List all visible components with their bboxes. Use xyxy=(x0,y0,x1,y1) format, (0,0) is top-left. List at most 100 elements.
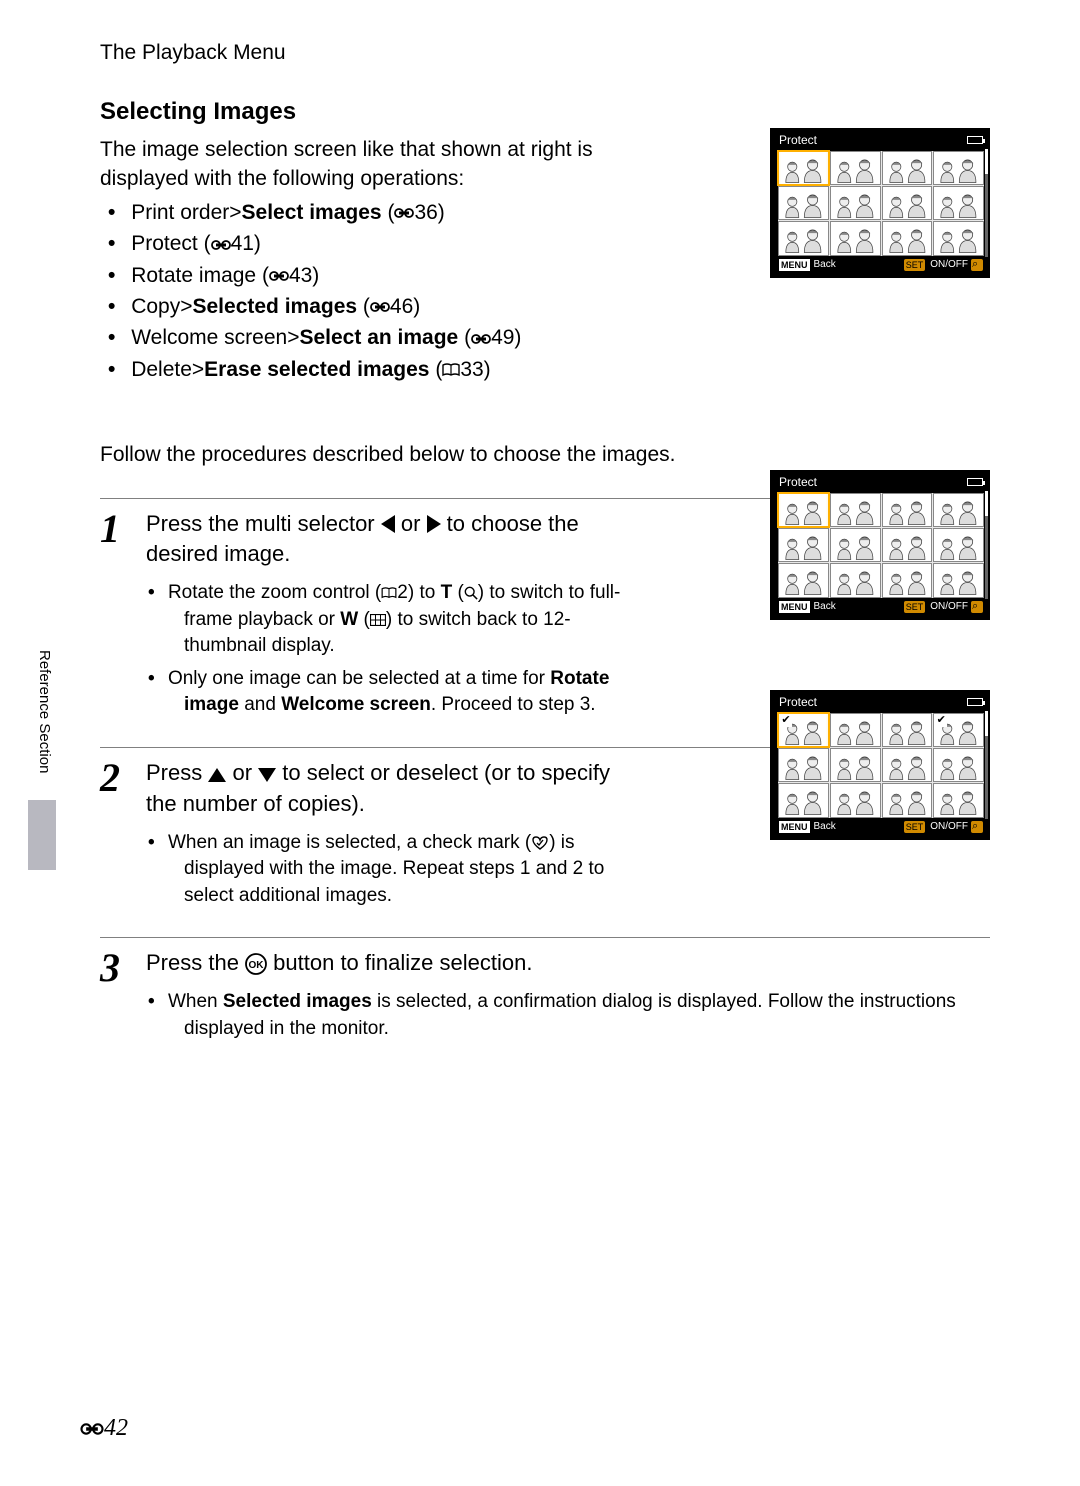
menu-label: MENU xyxy=(779,601,810,614)
thumbnail-cell xyxy=(778,783,829,817)
op-delete: Delete>Erase selected images (33) xyxy=(108,355,990,384)
thumbnail-cell xyxy=(778,748,829,782)
link-icon xyxy=(370,301,390,313)
lcd-title: Protect xyxy=(779,474,817,491)
scrollbar xyxy=(985,491,988,599)
magnify-button-icon xyxy=(971,601,983,613)
step-note: Rotate the zoom control (2) to T () to s… xyxy=(166,580,636,660)
check-mark-icon: ✔ xyxy=(780,715,792,727)
down-arrow-icon xyxy=(258,768,276,782)
set-label: SET xyxy=(904,601,926,614)
thumbnail-cell xyxy=(830,783,881,817)
thumbnail-cell xyxy=(830,563,881,597)
side-tab-marker xyxy=(28,800,56,870)
step-number: 1 xyxy=(100,509,130,726)
thumbnail-cell xyxy=(933,493,984,527)
thumbnail-cell xyxy=(830,748,881,782)
thumbnail-cell xyxy=(778,221,829,255)
op-welcome: Welcome screen>Select an image (49) xyxy=(108,323,990,352)
follow-text: Follow the procedures described below to… xyxy=(100,440,990,469)
thumbnail-cell xyxy=(778,186,829,220)
ok-button-icon xyxy=(245,953,267,975)
step-note: When Selected images is selected, a conf… xyxy=(166,989,990,1042)
thumbnail-cell xyxy=(882,713,933,747)
thumbnail-cell xyxy=(882,563,933,597)
step-heading: Press the multi selector or to choose th… xyxy=(146,509,646,571)
onoff-label: ON/OFF xyxy=(930,600,968,614)
thumbnail-grid xyxy=(778,151,984,256)
left-arrow-icon xyxy=(381,515,395,533)
thumbnail-cell xyxy=(882,221,933,255)
heart-check-icon xyxy=(531,836,549,850)
thumbnail-cell xyxy=(778,493,829,527)
thumbnail-cell: ✔ xyxy=(933,713,984,747)
check-mark-icon: ✔ xyxy=(935,715,947,727)
thumbnail-cell xyxy=(778,528,829,562)
scrollbar xyxy=(985,149,988,257)
menu-label: MENU xyxy=(779,821,810,834)
right-arrow-icon xyxy=(427,515,441,533)
page-number: 42 xyxy=(80,1412,128,1446)
op-copy: Copy>Selected images (46) xyxy=(108,292,990,321)
step-heading: Press or to select or deselect (or to sp… xyxy=(146,758,646,820)
thumbnail-cell xyxy=(830,528,881,562)
thumbnail-cell xyxy=(830,221,881,255)
step-number: 2 xyxy=(100,758,130,915)
thumbnail-cell xyxy=(933,783,984,817)
thumbnail-cell xyxy=(882,186,933,220)
step-heading: Press the button to finalize selection. xyxy=(146,948,990,979)
thumbnail-cell xyxy=(882,493,933,527)
thumbnail-cell xyxy=(830,713,881,747)
up-arrow-icon xyxy=(208,768,226,782)
step-note: Only one image can be selected at a time… xyxy=(166,666,636,719)
breadcrumb: The Playback Menu xyxy=(100,38,990,67)
thumbnail-grid xyxy=(778,493,984,598)
onoff-label: ON/OFF xyxy=(930,258,968,272)
thumbnail-cell xyxy=(933,186,984,220)
thumbnail-cell xyxy=(933,221,984,255)
step-number: 3 xyxy=(100,948,130,1048)
set-label: SET xyxy=(904,821,926,834)
menu-label: MENU xyxy=(779,259,810,272)
lcd-preview-1: Protect MENU Back SET ON/OFF xyxy=(770,128,990,278)
step-3: 3 Press the button to finalize selection… xyxy=(100,937,990,1070)
scrollbar xyxy=(985,711,988,819)
battery-icon xyxy=(967,698,983,706)
thumbnail-grid: ✔✔ xyxy=(778,713,984,818)
thumbnail-cell xyxy=(933,151,984,185)
thumbnail-cell xyxy=(882,748,933,782)
magnify-button-icon xyxy=(971,821,983,833)
back-label: Back xyxy=(814,600,836,614)
lcd-preview-2: Protect MENU Back SET ON/OFF xyxy=(770,470,990,620)
thumbnail-cell xyxy=(830,151,881,185)
thumbnail-cell xyxy=(882,783,933,817)
lcd-title: Protect xyxy=(779,132,817,149)
step-note: When an image is selected, a check mark … xyxy=(166,830,636,910)
thumbnail-grid-icon xyxy=(370,614,386,626)
section-heading: Selecting Images xyxy=(100,95,990,129)
link-icon xyxy=(269,270,289,282)
thumbnail-cell xyxy=(778,151,829,185)
back-label: Back xyxy=(814,258,836,272)
thumbnail-cell xyxy=(933,563,984,597)
intro-text: The image selection screen like that sho… xyxy=(100,135,630,194)
lcd-preview-3: Protect ✔✔ MENU Back SETON/OFF xyxy=(770,690,990,840)
thumbnail-cell: ✔ xyxy=(778,713,829,747)
side-tab-label: Reference Section xyxy=(34,650,55,790)
set-label: SET xyxy=(904,259,926,272)
book-icon xyxy=(442,363,460,377)
link-icon xyxy=(80,1422,104,1436)
side-tab: Reference Section xyxy=(28,650,56,860)
thumbnail-cell xyxy=(830,186,881,220)
thumbnail-cell xyxy=(882,528,933,562)
thumbnail-cell xyxy=(882,151,933,185)
lcd-title: Protect xyxy=(779,694,817,711)
link-icon xyxy=(471,333,491,345)
thumbnail-cell xyxy=(933,528,984,562)
back-label: Back xyxy=(814,820,836,834)
thumbnail-cell xyxy=(778,563,829,597)
magnify-icon xyxy=(464,586,478,600)
magnify-button-icon xyxy=(971,259,983,271)
onoff-label: ON/OFF xyxy=(930,820,968,834)
link-icon xyxy=(211,239,231,251)
